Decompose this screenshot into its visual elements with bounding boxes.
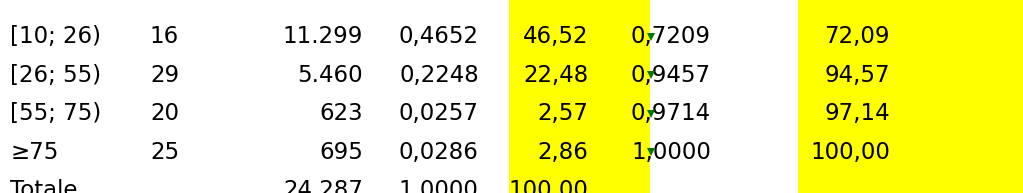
Text: ≥75: ≥75 <box>10 141 58 164</box>
Text: 0,0257: 0,0257 <box>399 102 479 125</box>
Text: Totale: Totale <box>10 179 78 193</box>
Text: 2,57: 2,57 <box>537 102 588 125</box>
Text: 24.287: 24.287 <box>283 179 363 193</box>
Text: 94,57: 94,57 <box>825 64 890 87</box>
Text: 29: 29 <box>150 64 179 87</box>
Text: 1,0000: 1,0000 <box>399 179 479 193</box>
Bar <box>509 0 650 193</box>
Text: 2,86: 2,86 <box>537 141 588 164</box>
Bar <box>798 0 1023 193</box>
Text: [10; 26): [10; 26) <box>10 25 101 48</box>
Text: 46,52: 46,52 <box>523 25 588 48</box>
Text: 97,14: 97,14 <box>825 102 890 125</box>
Text: 5.460: 5.460 <box>298 64 363 87</box>
Text: 20: 20 <box>150 102 179 125</box>
Text: 0,7209: 0,7209 <box>631 25 711 48</box>
Text: 623: 623 <box>319 102 363 125</box>
Text: 16: 16 <box>149 25 179 48</box>
Text: 695: 695 <box>319 141 363 164</box>
Text: [26; 55): [26; 55) <box>10 64 101 87</box>
Text: 1,0000: 1,0000 <box>631 141 711 164</box>
Text: 0,9714: 0,9714 <box>631 102 711 125</box>
Text: 11.299: 11.299 <box>282 25 363 48</box>
Text: [55; 75): [55; 75) <box>10 102 101 125</box>
Text: 0,9457: 0,9457 <box>631 64 711 87</box>
Text: 100,00: 100,00 <box>508 179 588 193</box>
Text: 25: 25 <box>150 141 179 164</box>
Text: 0,4652: 0,4652 <box>399 25 479 48</box>
Text: 0,2248: 0,2248 <box>399 64 479 87</box>
Text: 72,09: 72,09 <box>825 25 890 48</box>
Text: 100,00: 100,00 <box>810 141 890 164</box>
Text: 0,0286: 0,0286 <box>399 141 479 164</box>
Text: 22,48: 22,48 <box>523 64 588 87</box>
